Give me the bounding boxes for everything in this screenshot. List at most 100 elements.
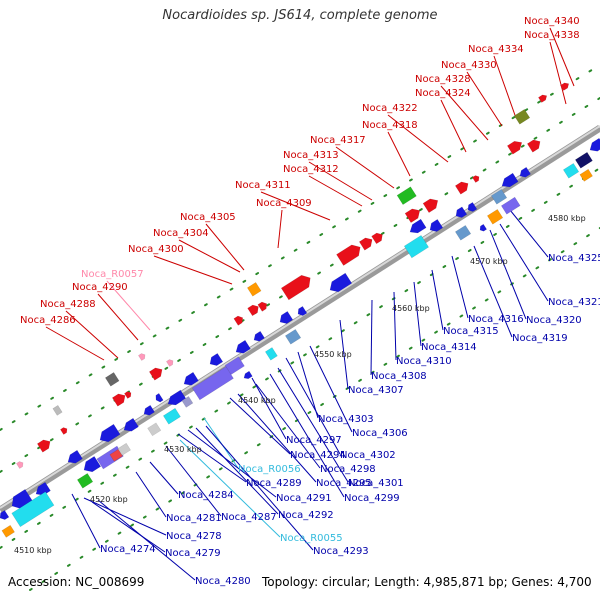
gene-label-reverse: Noca_4281 [166,513,222,524]
leader-line [269,373,345,498]
leader-line [393,291,397,361]
leader-line [440,85,489,141]
gene-label-reverse: Noca_4321 [548,297,600,308]
gene-label-forward: Noca_4300 [128,244,184,255]
gene-label-reverse: Noca_4310 [396,356,452,367]
gene-glyph [454,181,469,195]
gene-label-reverse: Noca_4303 [318,414,374,425]
leader-line [473,245,513,338]
gene-label-forward: Noca_4328 [415,74,471,85]
leader-line [387,131,411,177]
gene-label-reverse: Noca_4278 [166,531,222,542]
gene-label-reverse: Noca_4297 [286,435,342,446]
gene-glyph [506,141,523,155]
leader-line [229,397,291,455]
gene-glyph [280,274,311,301]
leader-line [187,429,277,498]
gene-label-forward: Noca_4324 [415,88,471,99]
gene-label-forward: Noca_4305 [180,212,236,223]
scale-label: 4510 kbp [14,546,52,555]
gene-glyph [404,208,421,223]
gene-glyph [60,427,68,435]
leader-line [71,493,101,549]
gene-glyph [560,82,570,91]
gene-glyph [123,417,139,432]
leader-line [413,281,422,347]
leader-line [135,471,167,518]
gene-label-forward: Noca_4317 [310,135,366,146]
gene-glyph [162,407,181,425]
gene-glyph [371,232,383,245]
scale-label: 4580 kbp [548,214,586,223]
guide-tracks [0,64,600,591]
gene-glyph [247,304,259,317]
leader-line [237,393,317,483]
gene-label-reverse: Noca_4295 [316,478,372,489]
gene-glyph [233,315,244,326]
gene-label-reverse: Noca_4291 [276,493,332,504]
gene-label-forward: Noca_4311 [235,180,291,191]
gene-label-forward: Noca_R0057 [81,269,144,280]
gene-label-forward: Noca_4330 [441,60,497,71]
gene-glyph [486,208,504,225]
gene-glyph [52,405,63,416]
gene-label-forward: Noca_4318 [362,120,418,131]
leader-line [370,299,373,376]
leader-lines [45,27,575,581]
gene-glyph [35,481,51,496]
gene-glyph [329,272,353,293]
leader-line [335,146,395,189]
leader-line [97,499,196,581]
leader-line [83,497,167,536]
accession-text: Accession: NC_008699 [8,575,145,589]
gene-label-reverse: Noca_4284 [178,490,234,501]
leader-line [277,367,349,483]
gene-glyph [138,353,146,361]
gene-label-forward: Noca_4334 [468,44,524,55]
gene-label-forward: Noca_4313 [283,150,339,161]
gene-label-forward: Noca_4304 [153,228,209,239]
gene-label-reverse: Noca_4307 [348,385,404,396]
topology-text: Topology: circular; Length: 4,985,871 bp… [262,575,592,589]
gene-label-reverse: Noca_4274 [100,544,156,555]
gene-glyph [519,166,531,178]
gene-label-reverse: Noca_4316 [468,314,524,325]
scale-label: 4520 kbp [90,495,128,504]
leader-line [177,433,247,483]
leader-line [153,255,233,285]
gene-glyph [243,370,253,380]
leader-line [91,501,166,553]
map-title: Nocardioides sp. JS614, complete genome [162,8,438,23]
leader-line [549,41,567,105]
leader-line [466,71,503,127]
gene-glyph [257,301,268,312]
gene-glyph [422,198,439,213]
gene-glyph [181,395,194,408]
leader-line [285,357,341,455]
gene-label-reverse: Noca_4299 [344,493,400,504]
leader-line [493,55,517,119]
leader-line [309,345,353,433]
gene-glyph [166,359,174,367]
gene-glyph [562,162,580,179]
gene-glyph [500,196,521,215]
gene-label-reverse: Noca_4315 [443,326,499,337]
leader-line [509,209,549,258]
leader-line [251,377,287,440]
gene-glyph [147,422,162,437]
gene-label-forward: Noca_4312 [283,164,339,175]
gene-glyph [191,366,234,401]
gene-label-reverse: Noca_4308 [371,371,427,382]
gene-glyph [490,188,508,205]
leader-line [489,229,527,320]
leader-line [65,310,119,359]
scale-label: 4540 kbp [238,396,276,405]
gene-glyph [501,172,519,188]
gene-glyph [396,186,417,205]
gene-glyph [109,448,123,462]
gene-label-forward: Noca_4286 [20,315,76,326]
gene-glyph [167,389,187,406]
gene-glyph [297,305,308,316]
gene-label-reverse: Noca_4314 [421,342,477,353]
gene-label-reverse: Noca_4306 [352,428,408,439]
